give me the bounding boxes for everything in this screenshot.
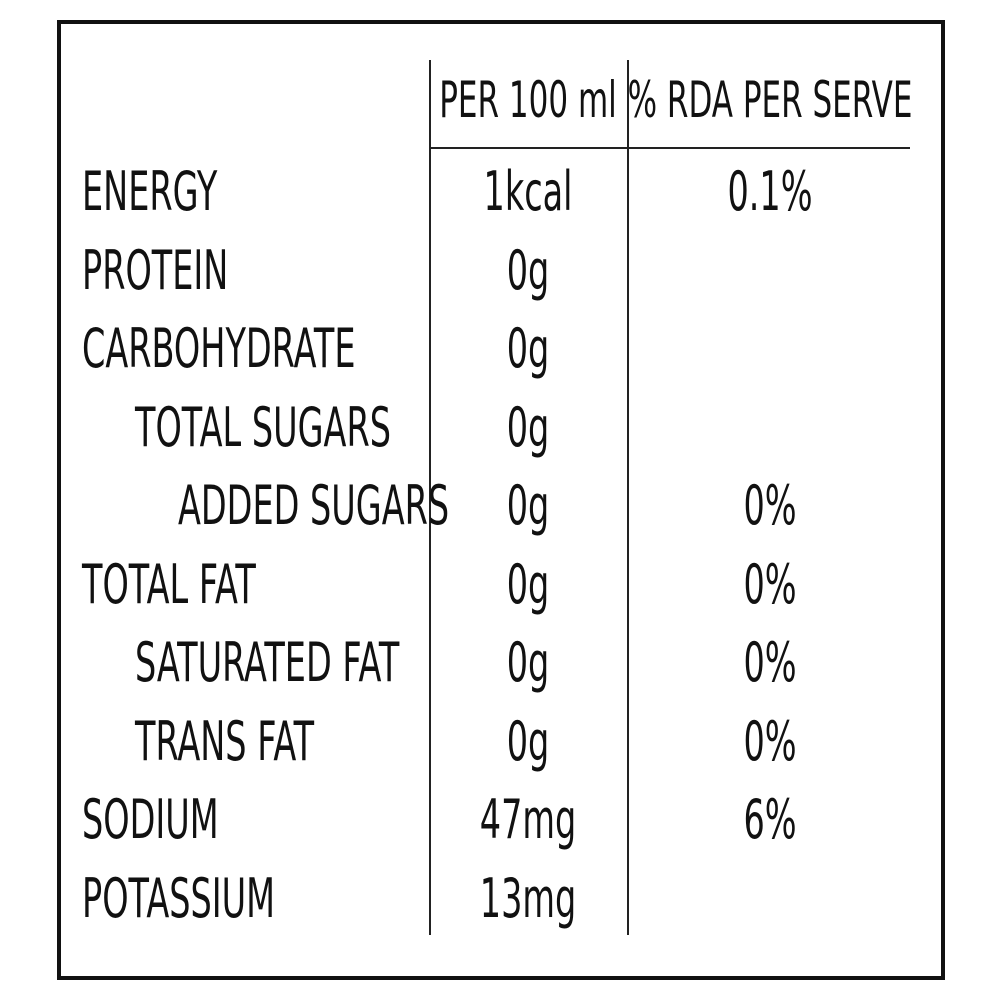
per-100ml-value-text: 1kcal <box>483 160 573 223</box>
per-100ml-value: 1kcal <box>456 162 599 222</box>
per-100ml-value-text: 47mg <box>479 788 577 851</box>
column-divider <box>429 60 431 935</box>
nutrient-label-text: PROTEIN <box>82 238 229 302</box>
per-100ml-value-text: 0g <box>506 474 550 537</box>
per-100ml-value: 0g <box>494 238 563 302</box>
nutrient-label-text: TOTAL SUGARS <box>135 395 391 459</box>
nutrient-label: ENERGY <box>82 162 300 222</box>
nutrient-label-text: ENERGY <box>82 160 218 223</box>
column-header: PER 100 ml <box>439 71 617 129</box>
per-100ml-value-text: 0g <box>506 552 550 616</box>
per-100ml-value-text: 0g <box>506 709 550 773</box>
nutrient-label: TOTAL FAT <box>82 552 362 616</box>
rda-value: 0% <box>727 552 813 616</box>
nutrient-label: ADDED SUGARS <box>178 476 615 536</box>
nutrient-label-text: SODIUM <box>82 788 219 851</box>
rda-value: 0% <box>727 476 813 536</box>
nutrient-label-text: POTASSIUM <box>82 866 276 930</box>
column-divider <box>627 60 629 935</box>
per-100ml-value: 0g <box>494 319 563 379</box>
rda-value: 0% <box>727 633 813 693</box>
header-rule <box>430 147 910 149</box>
per-100ml-value: 0g <box>494 709 563 773</box>
nutrient-label: POTASSIUM <box>82 866 393 930</box>
rda-value-text: 0.1% <box>727 160 813 223</box>
rda-value: 0% <box>727 709 813 773</box>
per-100ml-value: 0g <box>494 395 563 459</box>
rda-value: 0.1% <box>701 162 838 222</box>
rda-value: 6% <box>727 790 813 850</box>
per-100ml-value-text: 0g <box>506 238 550 302</box>
per-100ml-value: 47mg <box>450 790 606 850</box>
nutrient-label-text: SATURATED FAT <box>135 631 400 694</box>
per-100ml-value: 0g <box>494 552 563 616</box>
per-100ml-value-text: 0g <box>506 317 550 380</box>
nutrient-label: PROTEIN <box>82 238 318 302</box>
rda-value-text: 0% <box>743 474 797 537</box>
per-100ml-value: 0g <box>494 633 563 693</box>
border <box>57 20 945 980</box>
per-100ml-value-text: 0g <box>506 631 550 694</box>
nutrient-label: CARBOHYDRATE <box>82 319 523 379</box>
nutrient-label-text: TOTAL FAT <box>82 552 256 616</box>
per-100ml-value: 13mg <box>450 866 606 930</box>
per-100ml-value-text: 0g <box>506 395 550 459</box>
per-100ml-value-text: 13mg <box>479 866 577 930</box>
nutrient-label: TOTAL SUGARS <box>135 395 548 459</box>
rda-value-text: 0% <box>743 631 797 694</box>
per-100ml-value: 0g <box>494 476 563 536</box>
nutrient-label: SATURATED FAT <box>135 633 561 693</box>
rda-value-text: 0% <box>743 552 797 616</box>
nutrient-label-text: CARBOHYDRATE <box>82 317 356 380</box>
rda-value-text: 0% <box>743 709 797 773</box>
nutrient-label-text: ADDED SUGARS <box>178 474 450 537</box>
nutrient-label: TRANS FAT <box>135 709 424 773</box>
column-header: % RDA PER SERVE <box>627 71 913 129</box>
nutrient-label: SODIUM <box>82 790 302 850</box>
nutrient-label-text: TRANS FAT <box>135 709 315 773</box>
rda-value-text: 6% <box>743 788 797 851</box>
